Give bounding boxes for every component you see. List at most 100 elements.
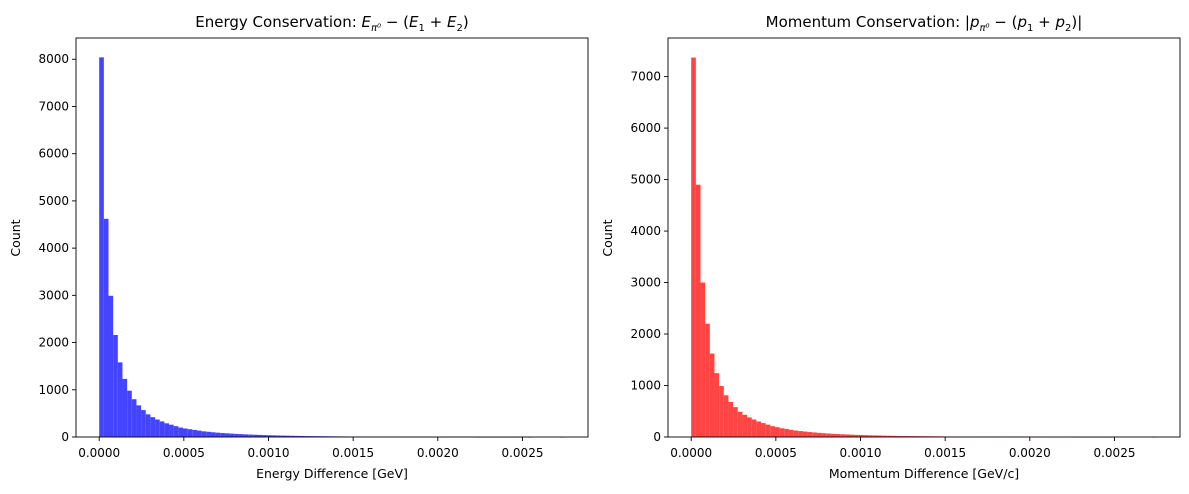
energy-y-ticks: 0 1000 2000 3000 4000 5000 6000 7000 8000 (38, 52, 76, 444)
momentum-histogram-bars (691, 57, 1157, 438)
momentum-chart-title: Momentum Conservation: |pπ⁰ − (p1 + p2)| (766, 13, 1083, 34)
momentum-histogram-bar (821, 433, 827, 437)
momentum-histogram-bar (858, 434, 864, 437)
momentum-x-tick-label: 0.0020 (1009, 446, 1051, 460)
energy-histogram-bar (155, 419, 160, 437)
energy-histogram-bar (164, 423, 170, 437)
momentum-histogram-bar (691, 57, 696, 437)
momentum-histogram-bar (709, 353, 715, 437)
energy-histogram-bar (131, 399, 137, 437)
energy-axes-frame (75, 37, 589, 438)
energy-x-tick-label: 0.0020 (417, 446, 459, 460)
momentum-panel: Momentum Conservation: |pπ⁰ − (p1 + p2)|… (600, 13, 1181, 481)
energy-histogram-bar (173, 426, 179, 437)
momentum-histogram-bar (872, 435, 878, 437)
energy-histogram-bar (122, 378, 128, 437)
momentum-y-tick-label: 2000 (630, 327, 661, 341)
energy-histogram-bar (248, 434, 253, 437)
energy-y-tick-label: 2000 (38, 336, 69, 350)
momentum-histogram-bar (723, 395, 729, 437)
momentum-histogram-bar (788, 429, 794, 437)
energy-x-tick-label: 0.0025 (501, 446, 543, 460)
energy-x-tick-label: 0.0005 (163, 446, 205, 460)
energy-histogram-bar (229, 433, 235, 437)
momentum-y-axis-label: Count (600, 219, 615, 256)
momentum-histogram-bar (733, 407, 738, 437)
momentum-histogram-bar (695, 184, 701, 437)
energy-chart-title: Energy Conservation: Eπ⁰ − (E1 + E2) (195, 13, 468, 34)
momentum-histogram-bar (751, 419, 757, 437)
energy-histogram-bar (108, 295, 114, 437)
energy-histogram-bar (169, 424, 174, 437)
momentum-histogram-bar (770, 426, 776, 437)
momentum-y-tick-label: 6000 (630, 121, 661, 135)
energy-histogram-bar (234, 433, 239, 437)
momentum-histogram-bar (905, 436, 911, 437)
momentum-histogram-bar (812, 432, 817, 437)
energy-histogram-bar (113, 335, 118, 437)
momentum-y-tick-label: 3000 (630, 276, 661, 290)
energy-histogram-bar (145, 414, 151, 437)
momentum-y-tick-label: 1000 (630, 379, 661, 393)
energy-y-tick-label: 4000 (38, 241, 69, 255)
momentum-x-tick-label: 0.0000 (670, 446, 712, 460)
momentum-x-ticks: 0.0000 0.0005 0.0010 0.0015 0.0020 0.0025 (670, 437, 1135, 460)
momentum-histogram-bar (840, 434, 845, 437)
momentum-histogram-bar (900, 435, 906, 437)
energy-histogram-bar (196, 430, 202, 437)
energy-panel: Energy Conservation: Eπ⁰ − (E1 + E2) 0.0… (8, 13, 589, 481)
momentum-histogram-bar (779, 428, 785, 437)
momentum-histogram-bar (849, 434, 855, 437)
energy-y-tick-label: 8000 (38, 52, 69, 66)
energy-x-tick-label: 0.0010 (248, 446, 290, 460)
momentum-x-tick-label: 0.0010 (840, 446, 882, 460)
energy-histogram-bar (285, 435, 291, 437)
momentum-histogram-bar (719, 386, 724, 437)
energy-histogram-bar (183, 428, 188, 437)
energy-histogram-bar (201, 431, 207, 437)
momentum-x-axis-label: Momentum Difference [GeV/c] (829, 466, 1019, 481)
energy-histogram-bar (141, 410, 146, 437)
energy-x-ticks: 0.0000 0.0005 0.0010 0.0015 0.0020 0.0025 (78, 437, 543, 460)
energy-histogram-bar (117, 362, 123, 437)
momentum-histogram-bar (868, 435, 873, 437)
momentum-histogram-bar (775, 427, 780, 437)
energy-x-axis-label: Energy Difference [GeV] (256, 466, 408, 481)
energy-x-tick-label: 0.0015 (332, 446, 374, 460)
energy-histogram-bars (99, 57, 565, 438)
momentum-y-tick-label: 4000 (630, 224, 661, 238)
energy-y-tick-label: 6000 (38, 147, 69, 161)
energy-histogram-bar (257, 434, 263, 437)
energy-histogram-bar (187, 429, 193, 437)
energy-histogram-bar (159, 421, 165, 437)
energy-y-tick-label: 0 (61, 430, 69, 444)
energy-histogram-bar (220, 432, 225, 437)
energy-histogram-bar (103, 218, 109, 437)
momentum-axes-frame (667, 37, 1181, 438)
momentum-histogram-bar (798, 431, 803, 437)
momentum-histogram-bar (816, 432, 822, 437)
energy-histogram-bar (178, 427, 184, 437)
energy-histogram-bar (262, 435, 267, 437)
energy-y-tick-label: 7000 (38, 99, 69, 113)
energy-histogram-bar (290, 435, 295, 437)
momentum-histogram-bar (747, 417, 752, 437)
energy-histogram-bar (276, 435, 281, 437)
momentum-y-ticks: 0 1000 2000 3000 4000 5000 6000 7000 (630, 70, 668, 444)
momentum-histogram-bar (784, 429, 789, 437)
momentum-x-tick-label: 0.0015 (924, 446, 966, 460)
energy-histogram-bar (238, 434, 244, 437)
momentum-y-tick-label: 7000 (630, 70, 661, 84)
momentum-histogram-bar (896, 435, 901, 437)
energy-y-tick-label: 1000 (38, 383, 69, 397)
momentum-histogram-bar (802, 431, 808, 437)
energy-histogram-bar (243, 434, 249, 437)
energy-histogram-bar (294, 435, 300, 437)
energy-histogram-bar (266, 435, 272, 437)
momentum-histogram-bar (761, 423, 766, 437)
momentum-histogram-bar (705, 323, 710, 437)
energy-histogram-bar (224, 433, 230, 437)
momentum-x-tick-label: 0.0025 (1093, 446, 1135, 460)
